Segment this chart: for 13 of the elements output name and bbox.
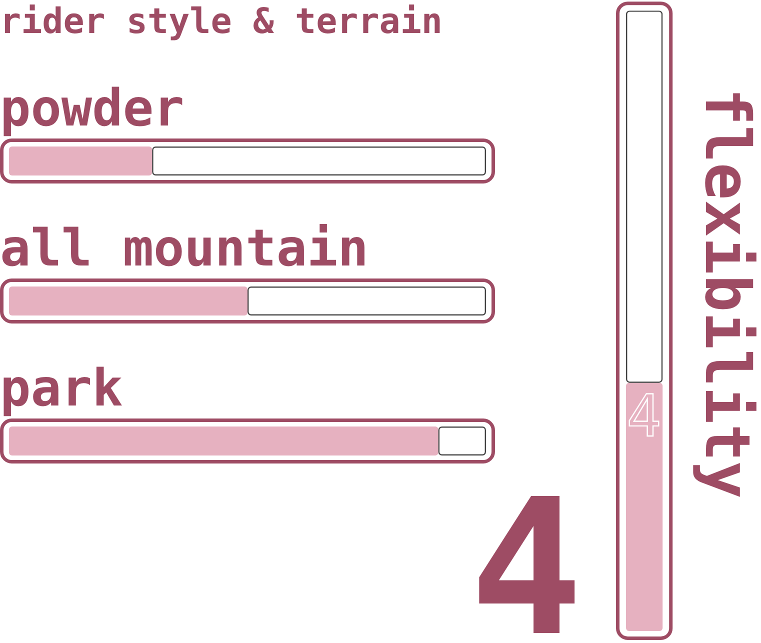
bar [438, 426, 486, 456]
chart-title: rider style & terrain [0, 1, 443, 43]
y-tick-label: all mountain [0, 220, 368, 278]
y-axis-title: flexibility [691, 88, 761, 499]
data-label: 4 [470, 459, 583, 643]
bar [248, 286, 486, 316]
bar [9, 286, 248, 316]
annotation: 4 [626, 382, 662, 450]
bar [152, 146, 486, 176]
bar [9, 146, 152, 176]
bar [9, 426, 438, 456]
y-tick-label: park [0, 360, 123, 418]
y-tick-label: powder [0, 80, 184, 138]
